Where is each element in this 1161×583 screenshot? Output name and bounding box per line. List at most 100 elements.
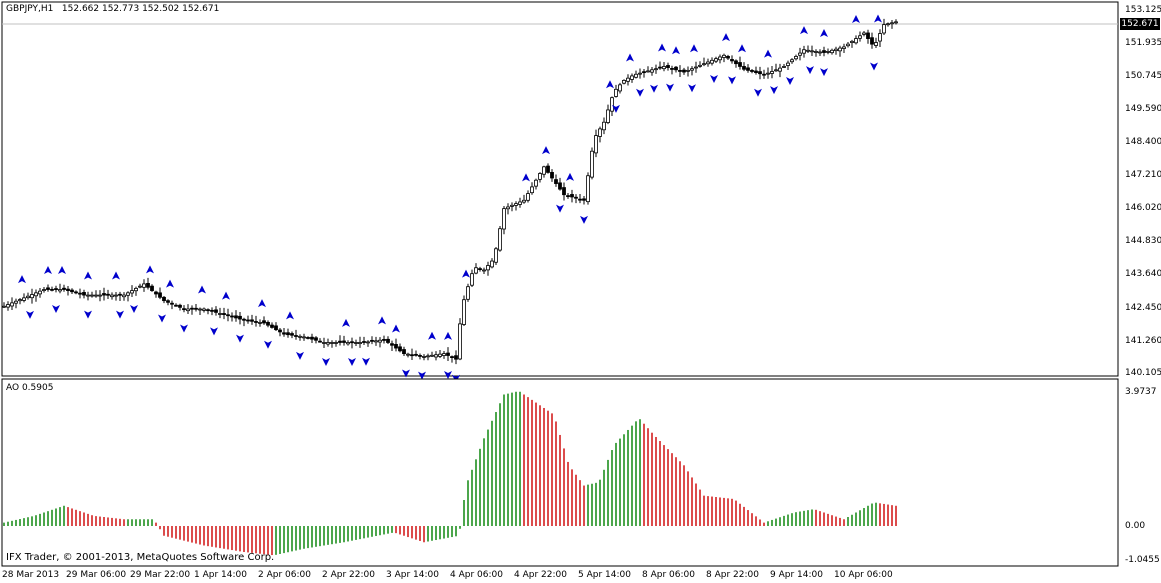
fractal-down-arrow — [770, 86, 778, 95]
time-tick: 10 Apr 06:00 — [834, 570, 893, 580]
candle — [254, 315, 258, 327]
ao-tick: -1.0455 — [1125, 555, 1160, 565]
candle — [426, 353, 430, 361]
fractal-up-arrow — [258, 299, 266, 308]
candle — [78, 288, 82, 299]
candle — [850, 39, 854, 48]
candle — [198, 307, 202, 316]
ao-tick: 3.9737 — [1125, 387, 1157, 397]
price-tick: 147.210 — [1125, 169, 1161, 180]
fractal-down-arrow — [444, 371, 452, 380]
candle — [422, 354, 426, 361]
candle — [266, 320, 270, 328]
candle — [178, 303, 182, 311]
fractal-down-arrow — [362, 357, 370, 366]
candle — [462, 295, 466, 326]
fractal-down-arrow — [820, 68, 828, 77]
candle — [22, 293, 26, 303]
price-tick: 151.935 — [1125, 38, 1161, 49]
candle — [582, 196, 586, 205]
fractal-up-arrow — [444, 331, 452, 340]
candle — [514, 201, 518, 211]
fractal-up-arrow — [764, 49, 772, 58]
candle — [30, 288, 34, 304]
candle — [742, 62, 746, 72]
candle — [338, 335, 342, 346]
fractal-down-arrow — [402, 369, 410, 378]
candle — [154, 290, 158, 298]
candle — [670, 65, 674, 75]
candle — [382, 335, 386, 344]
fractal-down-arrow — [612, 104, 620, 113]
candle — [702, 57, 706, 67]
candle — [138, 283, 142, 289]
candle — [890, 19, 894, 29]
candle — [194, 303, 198, 312]
candle — [610, 96, 614, 117]
candle — [234, 310, 238, 322]
candle — [522, 194, 526, 204]
price-tick: 141.260 — [1125, 335, 1161, 346]
fractal-up-arrow — [84, 271, 92, 280]
candle — [278, 327, 282, 337]
candle — [714, 56, 718, 64]
candle — [394, 338, 398, 352]
time-tick: 8 Apr 22:00 — [706, 570, 759, 580]
fractal-down-arrow — [348, 358, 356, 367]
candle — [878, 29, 882, 48]
candle — [246, 315, 250, 324]
main-panel — [1, 1, 1119, 383]
price-tick: 148.400 — [1125, 136, 1161, 147]
candle — [774, 63, 778, 72]
fractal-down-arrow — [688, 84, 696, 93]
candle — [650, 67, 654, 76]
candle — [598, 126, 602, 143]
fractal-down-arrow — [26, 310, 34, 319]
candle — [854, 35, 858, 45]
candle — [2, 302, 6, 308]
candle — [618, 82, 622, 94]
candle — [546, 163, 550, 174]
candle — [214, 306, 218, 316]
fractal-up-arrow — [738, 44, 746, 53]
candle — [294, 329, 298, 340]
candle — [750, 68, 754, 74]
price-tick: 149.590 — [1125, 103, 1161, 114]
candle — [622, 79, 626, 85]
candle — [222, 307, 226, 320]
price-tick: 140.105 — [1125, 368, 1161, 378]
candle — [314, 336, 318, 344]
candle — [446, 347, 450, 361]
candle — [18, 298, 22, 305]
candle — [642, 69, 646, 78]
ao-tick: 0.00 — [1125, 521, 1146, 531]
fractal-up-arrow — [606, 80, 614, 89]
price-tick: 143.640 — [1125, 269, 1161, 280]
candle — [794, 54, 798, 61]
candle — [502, 205, 506, 235]
candle — [562, 182, 566, 201]
candle — [174, 303, 178, 307]
fractal-up-arrow — [522, 173, 530, 182]
time-tick: 28 Mar 2013 — [2, 570, 60, 580]
price-tick: 153.125 — [1125, 5, 1161, 15]
copyright-label: IFX Trader, © 2001-2013, MetaQuotes Soft… — [6, 552, 275, 563]
time-tick: 8 Apr 06:00 — [642, 570, 695, 580]
fractal-up-arrow — [58, 265, 66, 274]
fractal-down-arrow — [636, 88, 644, 97]
candle — [530, 182, 534, 195]
candle — [342, 335, 346, 346]
candle — [370, 336, 374, 345]
fractal-up-arrow — [542, 146, 550, 155]
candle — [738, 56, 742, 70]
candle — [6, 301, 10, 311]
candle — [574, 194, 578, 204]
candle — [798, 47, 802, 61]
candle — [486, 261, 490, 276]
fractal-up-arrow — [690, 44, 698, 53]
fractal-up-arrow — [18, 275, 26, 284]
fractal-down-arrow — [158, 314, 166, 323]
candle — [330, 340, 334, 348]
candle — [646, 66, 650, 73]
